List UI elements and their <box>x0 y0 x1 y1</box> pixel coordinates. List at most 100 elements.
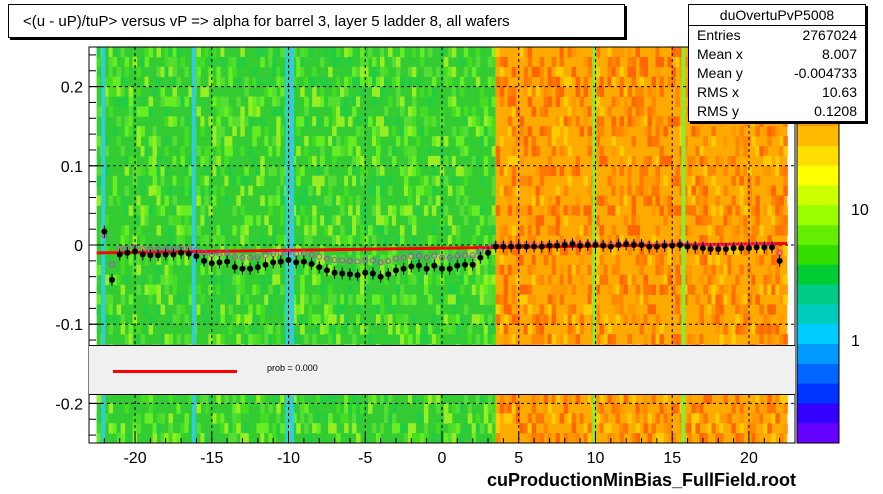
profile-point <box>446 265 453 272</box>
profile-point <box>362 269 369 276</box>
secondary-point <box>354 258 361 265</box>
x-tick-label: -15 <box>200 450 223 467</box>
profile-point <box>508 243 515 250</box>
profile-point <box>676 242 683 248</box>
profile-point <box>569 241 576 248</box>
profile-point <box>745 245 752 252</box>
color-scale-band <box>797 264 839 286</box>
stats-label: RMS y <box>697 103 739 119</box>
profile-point <box>208 260 215 267</box>
secondary-point <box>316 253 323 260</box>
secondary-point <box>293 250 300 257</box>
stats-label: RMS x <box>697 84 739 100</box>
color-scale-band <box>797 165 839 187</box>
profile-point <box>224 258 231 265</box>
heat-stripe <box>290 47 295 443</box>
stats-row-entries: Entries 2767024 <box>689 26 865 45</box>
profile-point <box>201 257 208 264</box>
profile-point <box>531 243 538 250</box>
profile-point <box>431 262 438 269</box>
profile-point <box>738 245 745 252</box>
profile-point <box>454 262 461 269</box>
secondary-point <box>415 252 422 259</box>
profile-point <box>369 270 376 277</box>
profile-point <box>339 270 346 277</box>
profile-point <box>561 242 568 248</box>
profile-point <box>415 262 422 269</box>
color-scale-band <box>797 284 839 305</box>
profile-point <box>638 242 645 248</box>
profile-point <box>385 271 392 278</box>
secondary-point <box>270 250 277 257</box>
color-scale-band <box>797 126 839 147</box>
x-tick-label: 5 <box>514 450 523 467</box>
secondary-point <box>208 251 215 258</box>
secondary-point <box>231 253 238 260</box>
secondary-point <box>308 251 315 258</box>
secondary-point <box>462 252 469 259</box>
profile-point <box>669 242 676 249</box>
profile-point <box>546 242 553 249</box>
color-scale-band <box>797 225 839 246</box>
color-scale-band <box>797 146 839 167</box>
profile-point <box>193 253 200 260</box>
profile-point <box>300 258 307 265</box>
profile-point <box>776 257 783 264</box>
legend-fit-line <box>113 370 237 373</box>
secondary-point <box>431 252 438 259</box>
profile-point <box>630 242 637 248</box>
y-tick-label: 0.2 <box>61 80 83 97</box>
profile-point <box>247 265 254 272</box>
stats-label: Entries <box>697 27 741 43</box>
profile-point <box>730 245 737 252</box>
secondary-point <box>346 257 353 264</box>
secondary-point <box>362 257 369 264</box>
profile-point <box>439 265 445 272</box>
profile-point <box>577 242 584 249</box>
profile-point <box>584 242 591 248</box>
color-scale-band <box>797 324 839 345</box>
x-tick-label: -10 <box>277 450 300 467</box>
profile-point <box>707 245 714 252</box>
secondary-point <box>408 253 415 260</box>
profile-point <box>285 257 292 264</box>
profile-point <box>392 267 399 274</box>
stats-value: 10.63 <box>821 84 857 100</box>
profile-point <box>469 261 476 268</box>
x-tick-label: 15 <box>663 450 681 467</box>
secondary-point <box>247 254 254 261</box>
stats-value: -0.004733 <box>793 65 857 81</box>
x-tick-label: -5 <box>358 450 372 467</box>
profile-point <box>239 265 246 272</box>
profile-point <box>155 252 162 259</box>
x-tick-label: 20 <box>740 450 758 467</box>
profile-point <box>646 243 653 250</box>
file-name-label: cuProductionMinBias_FullField.root <box>487 470 797 490</box>
secondary-point <box>392 255 399 262</box>
stats-row-mean-y: Mean y -0.004733 <box>689 64 865 83</box>
x-tick-label: 0 <box>438 450 447 467</box>
stats-value: 0.1208 <box>814 103 857 119</box>
profile-point <box>170 251 177 258</box>
secondary-point <box>339 257 346 264</box>
profile-point <box>500 243 507 250</box>
color-scale-band <box>797 185 839 206</box>
profile-point <box>139 251 146 258</box>
profile-point <box>515 243 522 250</box>
color-scale-band <box>797 423 839 444</box>
x-tick-label: 10 <box>587 450 605 467</box>
profile-point <box>477 254 484 261</box>
stats-value: 2767024 <box>802 27 857 43</box>
secondary-point <box>446 254 453 261</box>
stats-label: Mean y <box>697 65 743 81</box>
profile-point <box>699 245 706 252</box>
profile-point <box>354 272 361 279</box>
profile-point <box>753 244 760 251</box>
color-scale-band <box>797 403 839 424</box>
secondary-point <box>216 250 223 257</box>
secondary-point <box>254 253 261 260</box>
profile-point <box>492 243 499 250</box>
secondary-point <box>400 254 407 261</box>
profile-point <box>178 249 185 256</box>
y-tick-label: 0 <box>74 238 83 255</box>
